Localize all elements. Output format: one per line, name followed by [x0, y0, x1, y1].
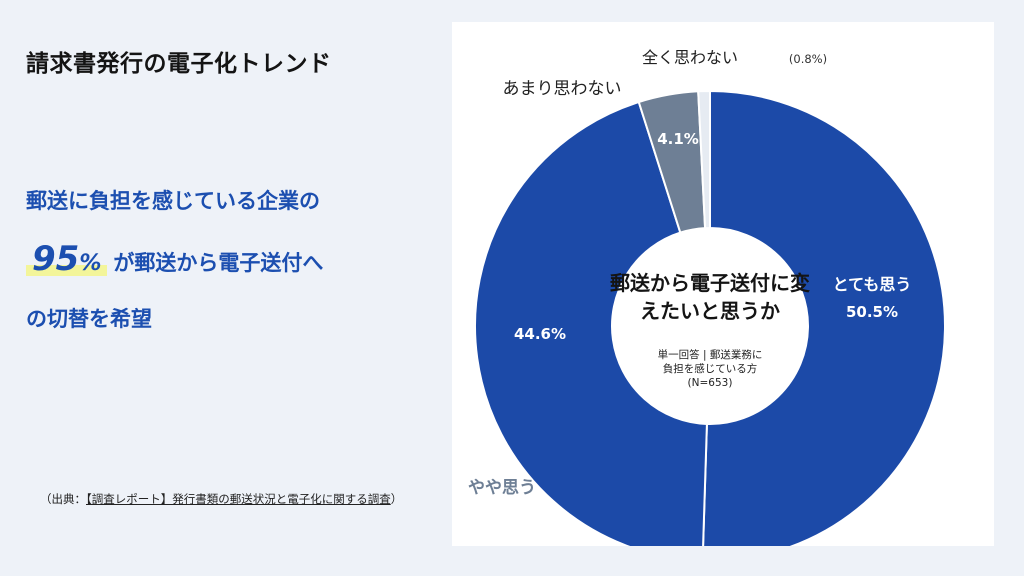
slice-value-2: 4.1%: [657, 130, 699, 148]
highlight-unit: %: [79, 251, 102, 276]
center-subtitle-1: 負担を感じている方: [663, 362, 758, 375]
center-subtitle-2: (N=653): [688, 377, 733, 389]
message-line-2: 95% が郵送から電子送付へ: [26, 239, 323, 279]
highlight-value: 95: [32, 239, 80, 279]
source-suffix: ）: [390, 492, 403, 506]
chart-panel: とても思う 50.5% 44.6% やや思う 4.1% あまり思わない 全く思わない (0.8…: [452, 22, 994, 546]
center-title-line-2: えたいと思うか: [640, 299, 780, 323]
source-link[interactable]: 【調査レポート】発行書類の郵送状況と電子化に関する調査: [86, 492, 391, 506]
slice-label-1: やや思う: [468, 478, 536, 498]
message-line-1: 郵送に負担を感じている企業の: [26, 189, 320, 213]
message-line-2-text: が郵送から電子送付へ: [113, 251, 324, 275]
slice-value-0: 50.5%: [846, 303, 898, 321]
slice-value-3: (0.8%): [789, 52, 827, 66]
source-prefix: （出典：: [40, 492, 86, 506]
center-title-line-1: 郵送から電子送付に変: [610, 271, 810, 295]
slide-title: 請求書発行の電子化トレンド: [26, 51, 332, 77]
highlight-percent: 95%: [26, 239, 108, 279]
donut-slice-1: [474, 100, 708, 546]
slice-label-0: とても思う: [833, 275, 912, 294]
center-subtitle-0: 単一回答 | 郵送業務に: [658, 348, 763, 361]
slice-label-2: あまり思わない: [503, 79, 622, 99]
slice-label-3: 全く思わない: [642, 48, 738, 67]
source-citation: （出典：【調査レポート】発行書類の郵送状況と電子化に関する調査）: [40, 491, 402, 507]
donut-slice-3: [697, 89, 711, 230]
donut-slice-0: [702, 89, 946, 546]
message-line-3: の切替を希望: [26, 307, 152, 331]
donut-chart: とても思う 50.5% 44.6% やや思う 4.1% あまり思わない 全く思わない (0.8…: [468, 48, 946, 546]
slice-value-1: 44.6%: [514, 325, 566, 343]
